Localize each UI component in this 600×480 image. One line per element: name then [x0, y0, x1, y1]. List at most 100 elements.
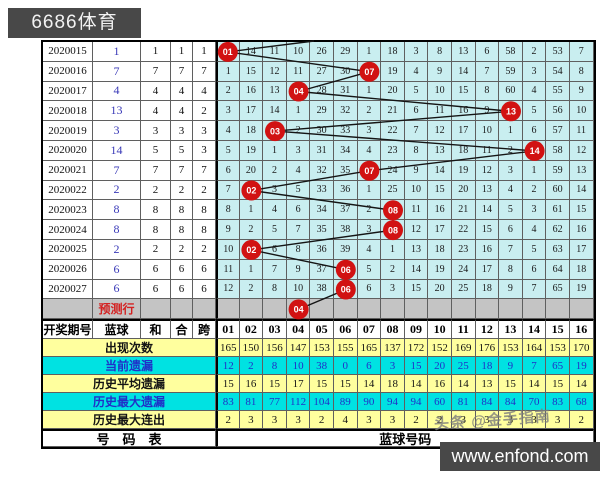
miss-cell: 32 — [310, 160, 334, 181]
summary-value: 3 — [263, 411, 287, 430]
miss-cell: 4 — [404, 61, 429, 82]
header-number: 02 — [239, 319, 264, 340]
site-logo-badge: 6686体育 — [8, 8, 141, 38]
miss-cell — [239, 180, 264, 201]
miss-cell: 4 — [263, 200, 287, 221]
blue-ball-cell: 13 — [93, 101, 141, 122]
span-cell: 8 — [193, 200, 216, 221]
summary-value: 3 — [357, 411, 382, 430]
miss-cell: 15 — [451, 81, 476, 102]
summary-value: 68 — [569, 393, 594, 412]
miss-cell: 2 — [499, 140, 523, 161]
sum-cell: 8 — [141, 200, 171, 221]
prediction-combine-cell — [171, 299, 193, 320]
summary-value: 65 — [546, 357, 570, 376]
miss-cell: 2 — [239, 220, 264, 240]
prediction-cell — [499, 299, 523, 320]
sum-cell: 4 — [141, 101, 171, 122]
prediction-cell — [263, 299, 287, 320]
miss-cell: 3 — [216, 101, 240, 122]
summary-value: 9 — [499, 357, 523, 376]
summary-value: 14 — [404, 375, 429, 394]
miss-cell: 12 — [263, 61, 287, 82]
summary-value: 152 — [428, 339, 452, 358]
sum-cell: 8 — [141, 220, 171, 240]
miss-cell: 7 — [522, 279, 547, 300]
miss-cell: 21 — [381, 101, 405, 122]
miss-cell: 62 — [546, 220, 570, 240]
miss-cell: 59 — [546, 160, 570, 181]
summary-value: 14 — [357, 375, 382, 394]
miss-cell: 5 — [522, 239, 547, 260]
miss-cell: 23 — [381, 140, 405, 161]
summary-value: 19 — [569, 357, 594, 376]
combine-cell: 4 — [171, 81, 193, 102]
summary-value: 176 — [475, 339, 500, 358]
period-cell: 2020016 — [43, 61, 93, 82]
blue-ball-cell: 2 — [93, 180, 141, 201]
prediction-cell — [475, 299, 500, 320]
miss-cell: 3 — [357, 121, 382, 141]
span-cell: 2 — [193, 180, 216, 201]
miss-cell: 56 — [546, 101, 570, 122]
combine-cell: 5 — [171, 140, 193, 161]
summary-value: 2 — [569, 411, 594, 430]
miss-cell: 1 — [239, 259, 264, 280]
miss-cell: 5 — [216, 140, 240, 161]
miss-cell: 15 — [404, 279, 429, 300]
miss-cell: 6 — [499, 220, 523, 240]
miss-cell: 1 — [357, 42, 382, 62]
span-cell: 3 — [193, 140, 216, 161]
summary-value: 6 — [357, 357, 382, 376]
miss-cell: 6 — [522, 259, 547, 280]
miss-cell: 17 — [451, 121, 476, 141]
miss-cell — [216, 42, 240, 62]
miss-cell: 8 — [569, 61, 594, 82]
span-cell: 1 — [193, 42, 216, 62]
miss-cell: 8 — [263, 279, 287, 300]
header-number: 01 — [216, 319, 240, 340]
miss-cell: 55 — [546, 81, 570, 102]
blue-ball-cell: 8 — [93, 220, 141, 240]
summary-label: 历史最大遗漏 — [43, 393, 216, 412]
miss-cell: 28 — [310, 81, 334, 102]
miss-cell: 18 — [451, 140, 476, 161]
summary-value: 60 — [428, 393, 452, 412]
miss-cell: 1 — [357, 81, 382, 102]
miss-cell: 14 — [569, 180, 594, 201]
blue-ball-cell: 7 — [93, 160, 141, 181]
summary-value: 3 — [499, 411, 523, 430]
miss-cell: 9 — [499, 279, 523, 300]
miss-cell: 23 — [451, 239, 476, 260]
miss-cell: 2 — [357, 101, 382, 122]
summary-value: 3 — [239, 411, 264, 430]
header-number: 13 — [499, 319, 523, 340]
miss-cell: 12 — [428, 121, 452, 141]
header-number: 05 — [310, 319, 334, 340]
summary-value: 137 — [381, 339, 405, 358]
summary-value: 38 — [310, 357, 334, 376]
miss-cell: 64 — [546, 259, 570, 280]
miss-cell: 15 — [428, 180, 452, 201]
miss-cell: 58 — [546, 140, 570, 161]
blue-ball-cell: 4 — [93, 81, 141, 102]
miss-cell: 16 — [569, 220, 594, 240]
miss-cell: 2 — [216, 81, 240, 102]
summary-value: 16 — [239, 375, 264, 394]
sum-cell: 7 — [141, 61, 171, 82]
miss-cell: 5 — [263, 220, 287, 240]
period-cell: 2020027 — [43, 279, 93, 300]
summary-value: 15 — [263, 375, 287, 394]
miss-cell: 7 — [286, 220, 311, 240]
miss-cell: 18 — [428, 239, 452, 260]
sum-cell: 6 — [141, 279, 171, 300]
miss-cell: 59 — [499, 61, 523, 82]
miss-cell — [333, 259, 358, 280]
combine-cell: 7 — [171, 160, 193, 181]
miss-cell: 6 — [475, 42, 500, 62]
miss-cell: 18 — [569, 259, 594, 280]
span-cell: 4 — [193, 81, 216, 102]
summary-label: 出现次数 — [43, 339, 216, 358]
miss-cell: 8 — [216, 200, 240, 221]
header-span: 跨 — [193, 319, 216, 340]
